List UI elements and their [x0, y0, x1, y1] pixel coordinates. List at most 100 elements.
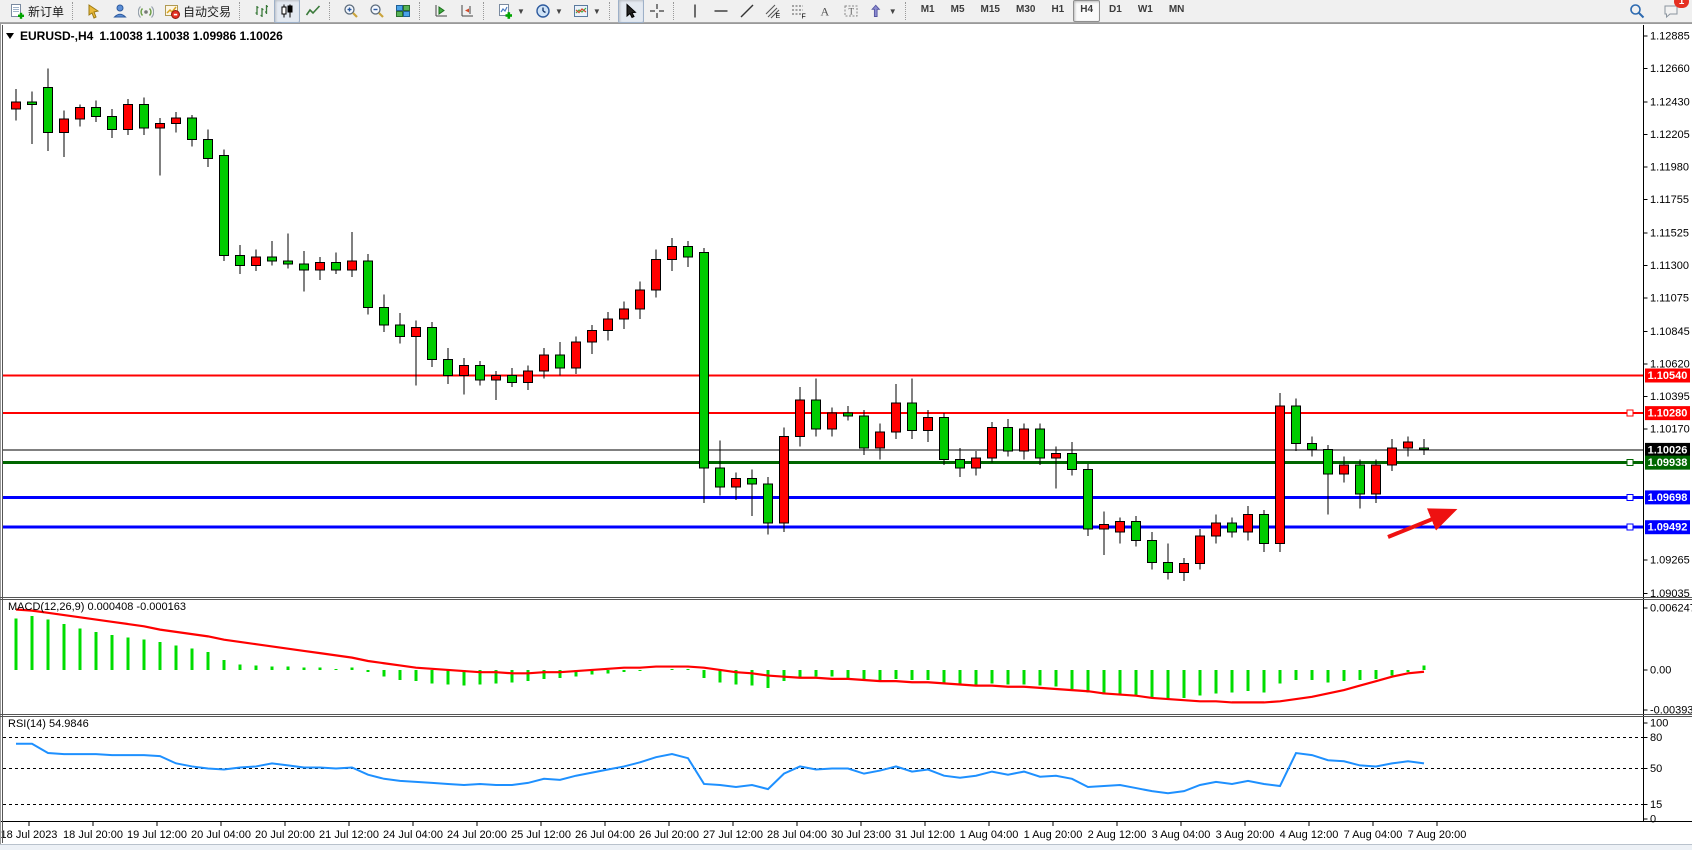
- svg-text:0.006247: 0.006247: [1650, 603, 1692, 615]
- text-label-icon: T: [844, 5, 858, 17]
- zoom-in-icon: [344, 4, 358, 18]
- svg-text:80: 80: [1650, 732, 1662, 744]
- timeframe-group: M1 M5 M15 M30 H1 H4 D1 W1 MN: [914, 0, 1192, 22]
- templates-icon: [573, 5, 588, 17]
- price-axis[interactable]: 1.12885 1.12660 1.12430 1.12205 1.11980 1.117…: [1643, 25, 1692, 826]
- macd-indicator-label: MACD(12,26,9) 0.000408 -0.000163: [8, 601, 186, 613]
- svg-text:1.10395: 1.10395: [1650, 391, 1690, 403]
- main-chart-pane[interactable]: [3, 68, 1643, 582]
- indicators-button[interactable]: ▼: [492, 0, 530, 23]
- timeframe-button-MN[interactable]: MN: [1168, 4, 1185, 15]
- bar-chart-button[interactable]: [248, 0, 274, 23]
- rsi-pane[interactable]: [3, 737, 1643, 806]
- cursor-tool-button[interactable]: [617, 0, 644, 23]
- toolbar-separator: [419, 2, 425, 20]
- new-order-icon: [11, 4, 24, 19]
- auto-scroll-button[interactable]: [428, 0, 454, 23]
- gold-pointer-icon: [88, 4, 100, 19]
- channel-tool-button[interactable]: E: [760, 0, 786, 23]
- arrows-dropdown-arrow: ▼: [888, 6, 897, 16]
- timeframe-button-M5[interactable]: M5: [950, 4, 965, 15]
- toolbar-separator: [904, 2, 911, 20]
- autotrading-button[interactable]: 自动交易: [159, 0, 236, 23]
- timeframe-button-H4[interactable]: H4: [1073, 0, 1101, 22]
- horizontal-line-tool-button[interactable]: [708, 0, 734, 23]
- toolbar-separator: [608, 2, 615, 20]
- chart-shift-icon: [461, 5, 474, 17]
- svg-text:20 Jul 20:00: 20 Jul 20:00: [255, 829, 315, 841]
- svg-text:30 Jul 23:00: 30 Jul 23:00: [831, 829, 891, 841]
- chat-button[interactable]: 1: [1658, 0, 1689, 23]
- crosshair-icon: [649, 4, 664, 18]
- svg-text:50: 50: [1650, 763, 1662, 775]
- svg-text:3 Aug 20:00: 3 Aug 20:00: [1216, 829, 1275, 841]
- macd-pane[interactable]: [14, 608, 1426, 704]
- svg-text:F: F: [801, 14, 805, 20]
- search-button[interactable]: [1624, 0, 1650, 23]
- quick-trade-button[interactable]: [81, 0, 107, 23]
- svg-text:15: 15: [1650, 799, 1662, 811]
- trendline-icon: [740, 4, 754, 18]
- trendline-tool-button[interactable]: [734, 0, 760, 23]
- signal-button[interactable]: [133, 0, 159, 23]
- text-tool-button[interactable]: A: [812, 0, 838, 23]
- svg-text:1.10540: 1.10540: [1648, 370, 1688, 382]
- periods-dropdown-arrow: ▼: [554, 6, 563, 16]
- new-order-label: 新订单: [28, 4, 65, 19]
- svg-text:1.10280: 1.10280: [1648, 408, 1688, 420]
- time-axis[interactable]: 18 Jul 2023 18 Jul 20:00 19 Jul 12:00 20 Ju…: [0, 821, 1692, 841]
- window-bottom-edge: [0, 844, 1692, 850]
- vertical-line-tool-button[interactable]: [682, 0, 708, 23]
- svg-text:0.00: 0.00: [1650, 664, 1671, 676]
- zoom-out-icon: [370, 4, 384, 18]
- svg-text:1.10170: 1.10170: [1650, 424, 1690, 436]
- svg-text:100: 100: [1650, 718, 1668, 730]
- arrows-tool-button[interactable]: ▼: [864, 0, 902, 23]
- chart-shift-button[interactable]: [454, 0, 480, 23]
- arrow-annotation[interactable]: [1387, 508, 1458, 539]
- horizontal-line-icon: [714, 10, 728, 12]
- svg-text:T: T: [848, 7, 854, 17]
- svg-text:1.11525: 1.11525: [1650, 227, 1689, 239]
- timeframe-button-M15[interactable]: M15: [980, 4, 1000, 15]
- svg-text:1.09938: 1.09938: [1648, 457, 1688, 469]
- autotrading-label: 自动交易: [183, 4, 232, 19]
- toolbar-separator: [329, 2, 335, 20]
- svg-text:1.12205: 1.12205: [1650, 129, 1690, 141]
- timeframe-button-H1[interactable]: H1: [1051, 4, 1065, 15]
- svg-text:A: A: [820, 5, 829, 19]
- timeframe-button-W1[interactable]: W1: [1137, 4, 1153, 15]
- zoom-in-button[interactable]: [338, 0, 364, 23]
- label-tool-button[interactable]: T: [838, 0, 864, 23]
- arrow-objects-icon: [870, 4, 881, 17]
- main-toolbar: 新订单: [0, 0, 1692, 23]
- svg-text:1.12430: 1.12430: [1650, 96, 1690, 108]
- tile-windows-button[interactable]: [390, 0, 416, 23]
- svg-text:1.10620: 1.10620: [1650, 358, 1690, 370]
- new-order-button[interactable]: 新订单: [4, 0, 69, 23]
- timeframe-button-D1[interactable]: D1: [1109, 4, 1122, 15]
- profile-button[interactable]: [107, 0, 133, 23]
- line-chart-button[interactable]: [300, 0, 326, 23]
- periods-button[interactable]: ▼: [530, 0, 568, 23]
- zoom-out-button[interactable]: [364, 0, 390, 23]
- svg-text:1.09492: 1.09492: [1648, 522, 1688, 534]
- svg-text:27 Jul 12:00: 27 Jul 12:00: [703, 829, 763, 841]
- one-click-trading-expander-icon[interactable]: [6, 33, 14, 39]
- timeframe-button-M30[interactable]: M30: [1015, 4, 1036, 15]
- toolbar-separator: [672, 2, 679, 20]
- crosshair-tool-button[interactable]: [644, 0, 670, 23]
- fibonacci-tool-button[interactable]: F: [786, 0, 812, 23]
- cursor-arrow-icon: [626, 3, 637, 19]
- svg-text:24 Jul 04:00: 24 Jul 04:00: [383, 829, 443, 841]
- timeframe-button-M1[interactable]: M1: [920, 4, 935, 15]
- candlestick-chart-button[interactable]: [274, 0, 301, 23]
- profile-icon: [113, 4, 127, 18]
- svg-text:1 Aug 04:00: 1 Aug 04:00: [960, 829, 1019, 841]
- svg-text:7 Aug 04:00: 7 Aug 04:00: [1344, 829, 1403, 841]
- templates-button[interactable]: ▼: [568, 0, 606, 23]
- toolbar-separator: [483, 2, 489, 20]
- text-tool-icon: A: [820, 5, 829, 19]
